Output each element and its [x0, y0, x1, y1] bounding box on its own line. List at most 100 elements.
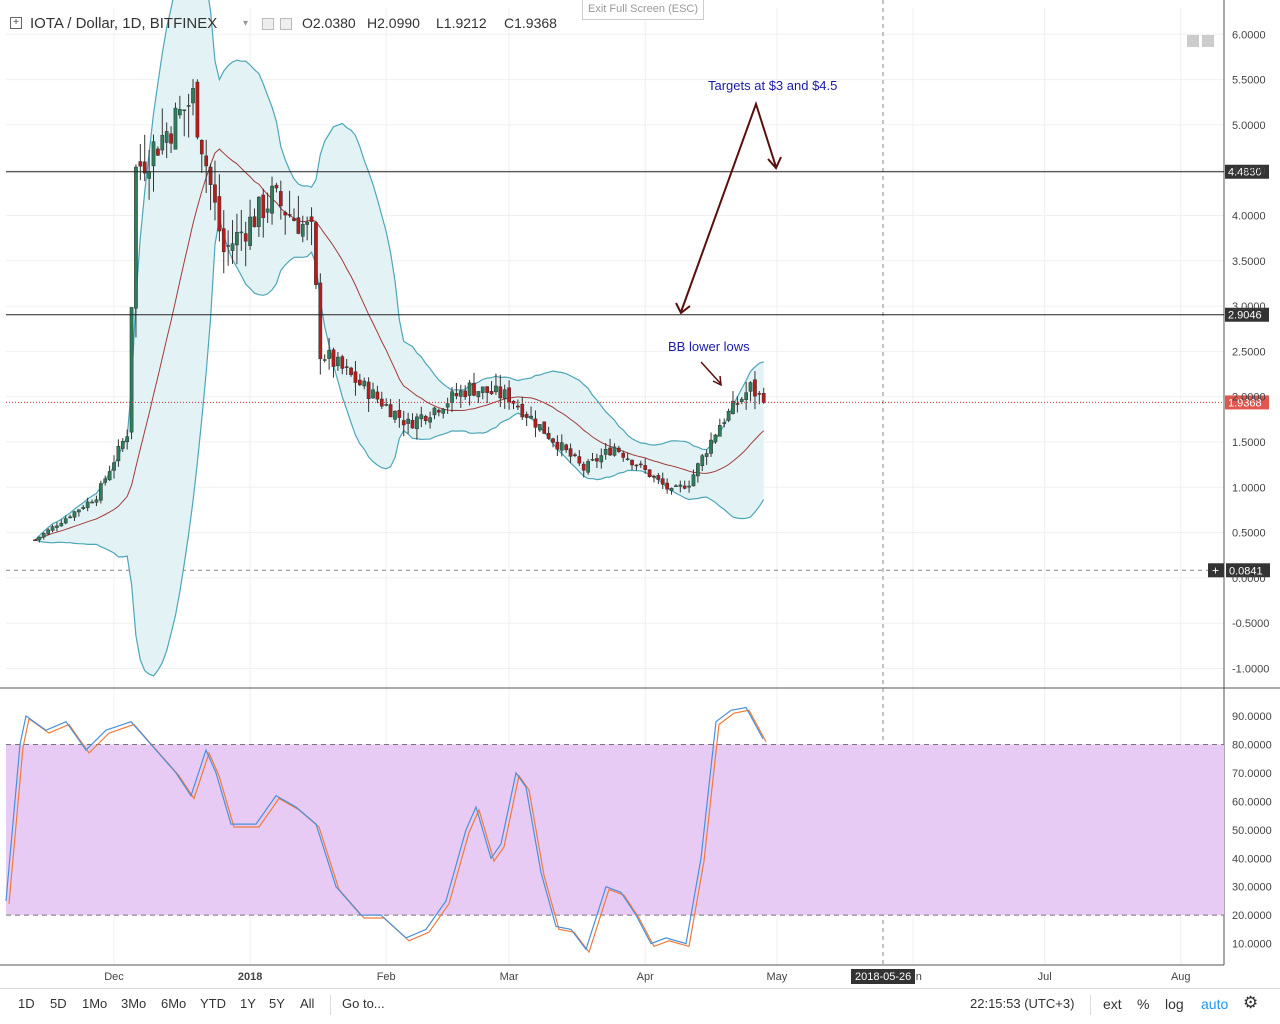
- log-toggle[interactable]: log: [1165, 996, 1184, 1012]
- stoch-tick-label: 50.0000: [1232, 825, 1272, 837]
- bottom-toolbar: 1D 5D 1Mo 3Mo 6Mo YTD 1Y 5Y All Go to...…: [0, 988, 1280, 1024]
- time-tick-label: Mar: [500, 971, 519, 983]
- candle-body: [428, 417, 432, 423]
- candle-body: [336, 356, 340, 367]
- price-tick-label: 2.0000: [1232, 392, 1266, 404]
- price-tick-label: 1.0000: [1232, 482, 1266, 494]
- time-tick-label: Dec: [104, 971, 124, 983]
- bb-basis: [34, 148, 765, 541]
- candle-body: [235, 231, 239, 246]
- goto-button[interactable]: Go to...: [342, 996, 385, 1011]
- candle-body: [757, 393, 762, 395]
- ohlc-low: L1.9212: [436, 15, 487, 31]
- tf-5d[interactable]: 5D: [50, 996, 67, 1011]
- candle-body: [94, 499, 99, 503]
- candle-body: [72, 511, 77, 518]
- stoch-k-line: [5, 706, 764, 951]
- eye-icon[interactable]: [262, 18, 274, 30]
- price-badge-label: 0.0841: [1229, 565, 1263, 577]
- collapse-icon[interactable]: +: [10, 17, 22, 29]
- candle-body: [568, 448, 573, 457]
- clock[interactable]: 22:15:53 (UTC+3): [970, 996, 1075, 1011]
- pane-controls[interactable]: [1187, 34, 1217, 52]
- tf-3mo[interactable]: 3Mo: [121, 996, 147, 1011]
- candle-body: [156, 148, 160, 156]
- exit-fullscreen-button[interactable]: Exit Full Screen (ESC): [582, 0, 704, 20]
- candle-body: [90, 501, 94, 504]
- candle-body: [98, 483, 103, 501]
- symbol-title[interactable]: IOTA / Dollar, 1D, BITFINEX: [30, 15, 218, 32]
- candle-body: [669, 487, 674, 491]
- tf-all[interactable]: All: [300, 996, 315, 1011]
- auto-toggle[interactable]: auto: [1201, 996, 1229, 1012]
- candle-body: [652, 475, 656, 478]
- candle-body: [331, 349, 336, 367]
- price-badge-label: 4.4830: [1228, 167, 1262, 179]
- tf-6mo[interactable]: 6Mo: [161, 996, 187, 1011]
- candle-body: [634, 464, 639, 467]
- time-tick-label: Feb: [377, 971, 396, 983]
- candle-body: [678, 484, 683, 487]
- candle-body: [687, 485, 691, 488]
- bb-fill: [35, 0, 764, 676]
- candle-body: [125, 436, 130, 443]
- candle-body: [344, 366, 349, 368]
- candle-body: [151, 141, 156, 167]
- tf-ytd[interactable]: YTD: [200, 996, 226, 1011]
- time-axis[interactable]: Dec2018FebMarAprMayJunJulAug2018-05-26: [104, 969, 1191, 984]
- gear-icon[interactable]: [280, 18, 292, 30]
- candle-body: [164, 131, 169, 143]
- candle-body: [621, 452, 626, 458]
- price-tick-label: 3.0000: [1232, 301, 1266, 313]
- candle-body: [665, 482, 669, 490]
- candle-body: [612, 446, 617, 456]
- candle-body: [410, 419, 415, 429]
- candle-body: [581, 463, 586, 471]
- time-tick-label: 2018: [238, 971, 262, 983]
- candle-body: [537, 424, 542, 431]
- price-axis[interactable]: 6.0000 5.5000 5.0000 4.5000 4.0000 3.5000 3.00…: [1232, 29, 1269, 675]
- tf-1y[interactable]: 1Y: [240, 996, 256, 1011]
- candle-body: [371, 389, 375, 399]
- candle-body: [296, 217, 301, 234]
- chevron-down-icon[interactable]: ▾: [243, 18, 249, 29]
- annotation-targets[interactable]: Targets at $3 and $4.5: [708, 78, 837, 93]
- candlesticks: [33, 79, 766, 543]
- price-badge: [1226, 563, 1270, 578]
- candle-body: [437, 409, 441, 413]
- candle-body: [696, 463, 700, 477]
- chart-area[interactable]: 4.4830 2.9046 1.9368 0.0841 + 6.0000 5.5000 5.…: [0, 0, 1280, 988]
- price-tick-label: 6.0000: [1232, 29, 1266, 41]
- candle-body: [366, 381, 371, 400]
- candle-body: [638, 463, 643, 466]
- stochastic-lines: [5, 706, 767, 954]
- tf-5y[interactable]: 5Y: [269, 996, 285, 1011]
- horizontal-levels[interactable]: 4.4830 2.9046 1.9368 0.0841 +: [6, 164, 1270, 578]
- candle-body: [502, 389, 507, 399]
- candle-body: [704, 453, 709, 457]
- annotation-bb-lower-lows[interactable]: BB lower lows: [668, 339, 750, 354]
- drawing-arrows[interactable]: [675, 100, 782, 387]
- stoch-axis[interactable]: 90.0000 80.0000 70.0000 60.0000 50.0000 40.00…: [1232, 711, 1272, 951]
- pane-maximize-icon[interactable]: [1202, 35, 1214, 47]
- candle-body: [63, 518, 68, 524]
- bb-arrow: [700, 361, 722, 385]
- candle-body: [270, 185, 274, 214]
- ext-toggle[interactable]: ext: [1103, 996, 1122, 1012]
- candle-body: [516, 405, 520, 408]
- tf-1mo[interactable]: 1Mo: [82, 996, 108, 1011]
- candle-body: [423, 415, 428, 421]
- candle-body: [485, 386, 489, 393]
- tf-1d[interactable]: 1D: [18, 996, 35, 1011]
- percent-toggle[interactable]: %: [1137, 996, 1150, 1012]
- candle-body: [375, 391, 380, 400]
- gear-icon[interactable]: ⚙: [1243, 993, 1259, 1012]
- candle-body: [169, 133, 173, 144]
- candle-body: [476, 391, 481, 398]
- candle-body: [362, 380, 367, 387]
- pane-minimize-icon[interactable]: [1187, 35, 1199, 47]
- stoch-tick-label: 30.0000: [1232, 882, 1272, 894]
- candle-body: [59, 522, 64, 527]
- crosshair-date-label: 2018-05-26: [855, 971, 911, 983]
- candle-body: [384, 404, 389, 406]
